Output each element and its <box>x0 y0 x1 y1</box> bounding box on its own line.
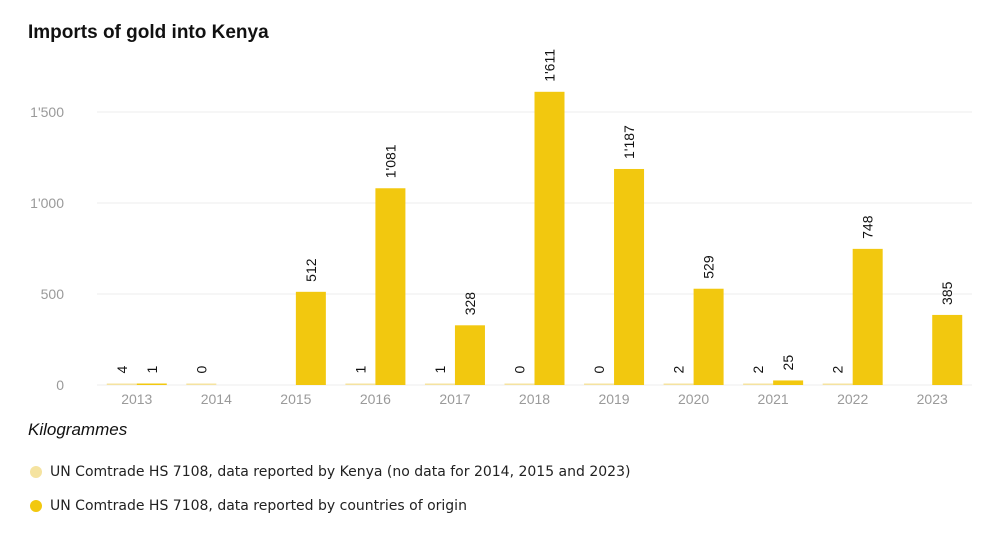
x-tick-label: 2021 <box>758 391 789 407</box>
legend-swatch-kenya <box>30 466 42 478</box>
x-tick-label: 2020 <box>678 391 709 407</box>
data-label-kenya-2017: 1 <box>432 366 448 374</box>
bar-kenya-2019[interactable] <box>584 383 615 386</box>
y-tick-label: 0 <box>56 377 64 393</box>
y-tick-label: 1'000 <box>30 195 64 211</box>
bar-origin-2016[interactable] <box>375 188 406 385</box>
bar-kenya-2021[interactable] <box>743 383 774 386</box>
bar-kenya-2016[interactable] <box>345 383 376 386</box>
x-tick-label: 2016 <box>360 391 391 407</box>
data-label-origin-2015: 512 <box>303 258 319 282</box>
bar-origin-2018[interactable] <box>534 91 565 385</box>
legend: UN Comtrade HS 7108, data reported by Ke… <box>30 462 630 530</box>
data-label-origin-2013: 1 <box>144 366 160 374</box>
bar-chart: 0 500 1'000 1'500 4 1 0 512 1 1'081 1 328 0 1'611 0 1'… <box>30 49 972 407</box>
data-label-kenya-2016: 1 <box>352 366 368 374</box>
data-label-origin-2016: 1'081 <box>382 144 398 178</box>
legend-swatch-origin <box>30 500 42 512</box>
bar-origin-2017[interactable] <box>454 325 485 385</box>
data-label-kenya-2013: 4 <box>114 366 130 374</box>
data-label-kenya-2022: 2 <box>830 366 846 374</box>
bar-origin-2022[interactable] <box>852 248 883 385</box>
data-label-origin-2018: 1'611 <box>542 49 558 82</box>
x-tick-label: 2019 <box>598 391 629 407</box>
data-label-kenya-2014: 0 <box>193 366 209 374</box>
bar-kenya-2017[interactable] <box>424 383 455 386</box>
data-label-origin-2023: 385 <box>939 281 955 305</box>
x-tick-label: 2022 <box>837 391 868 407</box>
bar-origin-2015[interactable] <box>295 291 326 385</box>
bar-kenya-2014[interactable] <box>186 383 217 386</box>
bar-origin-2020[interactable] <box>693 288 724 385</box>
data-label-origin-2019: 1'187 <box>621 125 637 159</box>
unit-label: Kilogrammes <box>28 420 128 439</box>
bar-origin-2023[interactable] <box>932 314 963 385</box>
data-label-kenya-2018: 0 <box>512 366 528 374</box>
x-tick-label: 2015 <box>280 391 311 407</box>
legend-label-kenya: UN Comtrade HS 7108, data reported by Ke… <box>50 464 631 480</box>
data-label-origin-2022: 748 <box>860 215 876 239</box>
x-tick-label: 2023 <box>917 391 948 407</box>
bar-kenya-2013[interactable] <box>106 383 137 386</box>
x-tick-label: 2013 <box>121 391 152 407</box>
bar-kenya-2018[interactable] <box>504 383 535 386</box>
x-tick-label: 2017 <box>439 391 470 407</box>
bar-origin-2021[interactable] <box>773 380 804 385</box>
bar-origin-2013[interactable] <box>136 383 167 386</box>
bar-kenya-2022[interactable] <box>822 383 853 386</box>
x-axis-ticks: 2013 2014 2015 2016 2017 2018 2019 2020 2021 2022… <box>121 391 948 407</box>
data-label-origin-2021: 25 <box>780 355 796 371</box>
y-tick-label: 1'500 <box>30 104 64 120</box>
x-tick-label: 2014 <box>201 391 232 407</box>
data-label-origin-2020: 529 <box>701 255 717 279</box>
data-label-kenya-2019: 0 <box>591 366 607 374</box>
legend-item-origin[interactable]: UN Comtrade HS 7108, data reported by co… <box>30 496 630 516</box>
chart-title: Imports of gold into Kenya <box>28 22 269 43</box>
legend-label-origin: UN Comtrade HS 7108, data reported by co… <box>50 498 467 514</box>
data-label-kenya-2021: 2 <box>750 366 766 374</box>
bars <box>106 91 963 386</box>
data-labels: 4 1 0 512 1 1'081 1 328 0 1'611 0 1'187 2 529 2 25 2 748 3… <box>114 49 955 374</box>
y-tick-label: 500 <box>41 286 65 302</box>
y-axis-ticks: 0 500 1'000 1'500 <box>30 104 64 393</box>
bar-origin-2019[interactable] <box>614 168 645 385</box>
data-label-origin-2017: 328 <box>462 292 478 316</box>
x-tick-label: 2018 <box>519 391 550 407</box>
bar-kenya-2020[interactable] <box>663 383 694 386</box>
legend-item-kenya[interactable]: UN Comtrade HS 7108, data reported by Ke… <box>30 462 630 482</box>
data-label-kenya-2020: 2 <box>671 366 687 374</box>
